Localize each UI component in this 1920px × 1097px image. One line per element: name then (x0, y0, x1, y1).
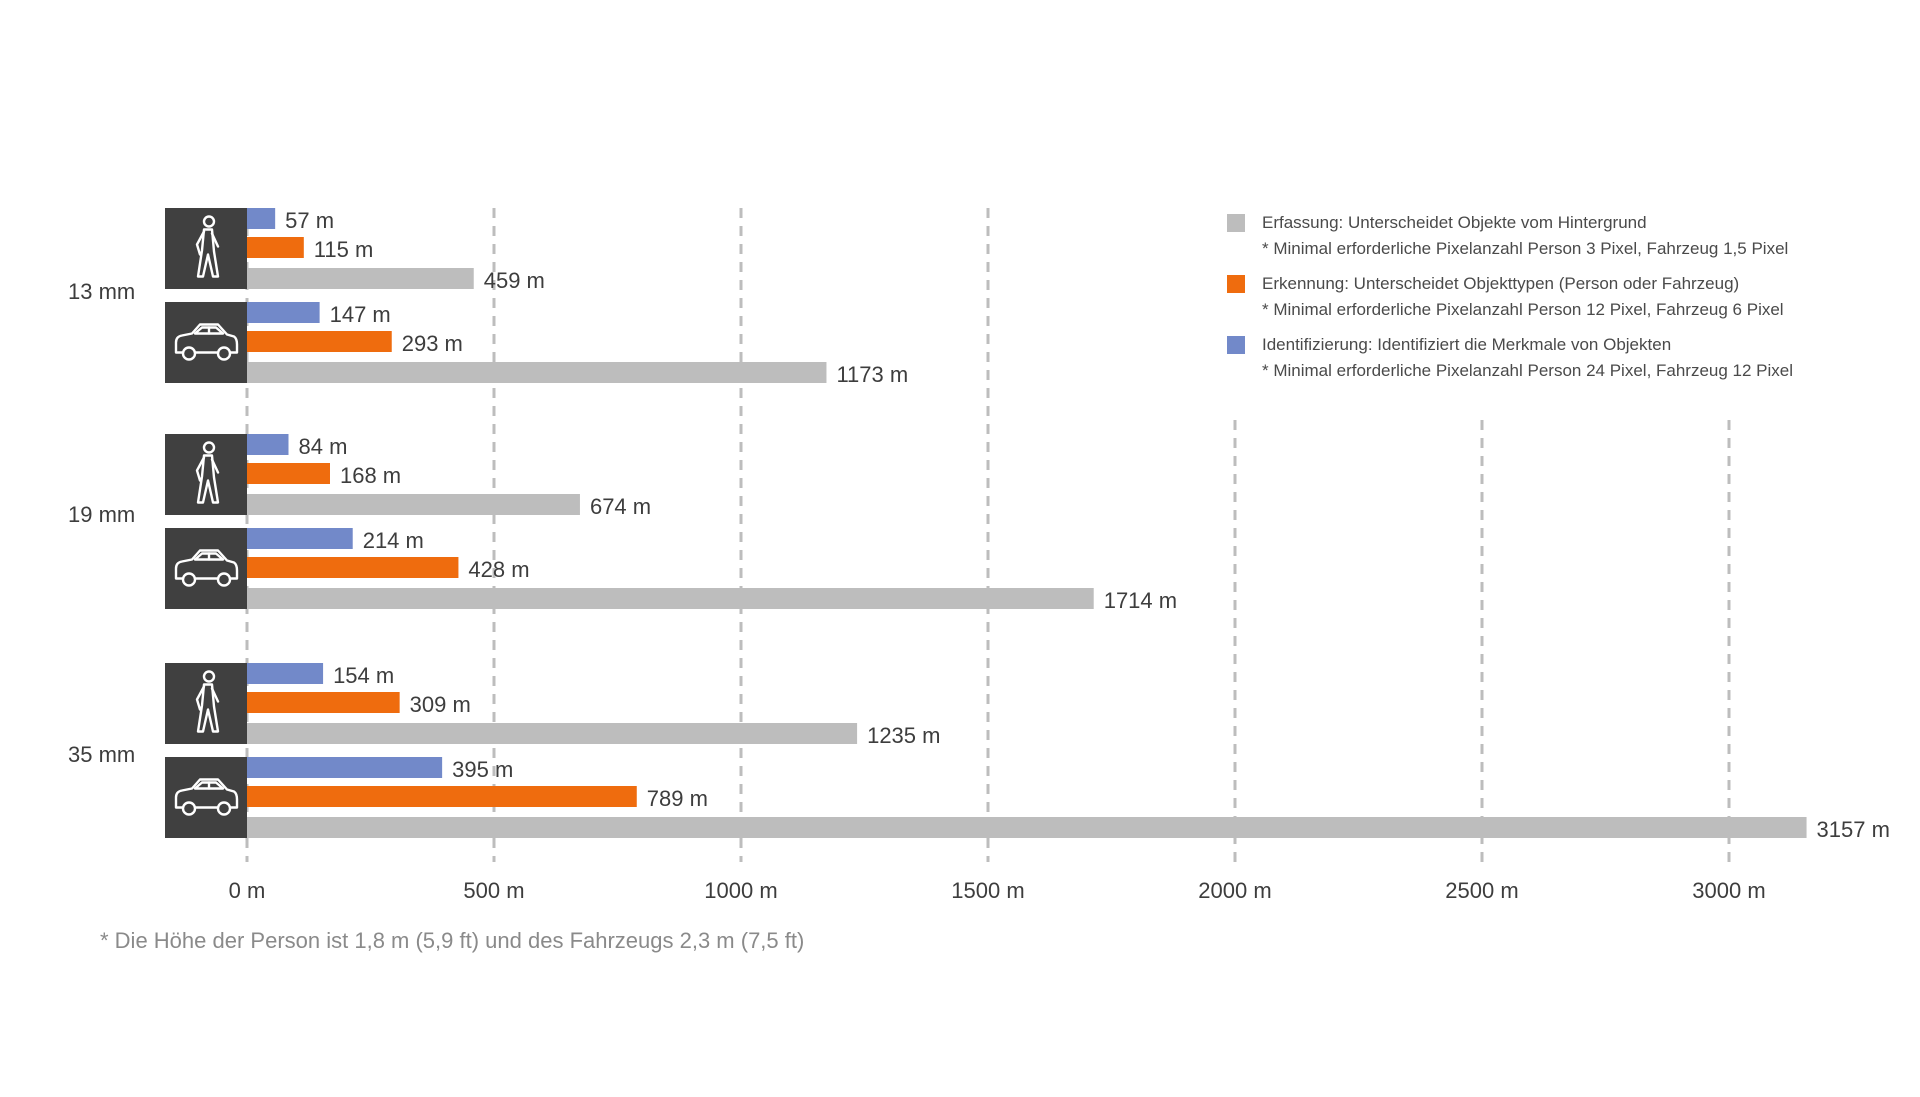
value-labels: 57 m 115 m 459 m 147 m 293 m 1173 m 84 m 168 m 6… (285, 208, 1890, 842)
footnote: * Die Höhe der Person ist 1,8 m (5,9 ft)… (100, 928, 804, 953)
bar-recognition (247, 331, 392, 352)
bar-identification (247, 434, 289, 455)
legend: Erfassung: Unterscheidet Objekte vom Hin… (1227, 213, 1793, 380)
x-tick-label: 2500 m (1445, 878, 1518, 903)
bar-identification (247, 208, 276, 229)
focal-length-label: 19 mm (68, 502, 135, 527)
bar-identification (247, 528, 353, 549)
legend-note: * Minimal erforderliche Pixelanzahl Pers… (1262, 239, 1788, 258)
value-label-recognition: 309 m (410, 692, 471, 717)
car-icon (165, 302, 247, 383)
bars (247, 208, 1807, 838)
bar-identification (247, 663, 324, 684)
gridlines (245, 208, 1731, 862)
pedestrian-icon (165, 663, 247, 744)
x-tick-label: 2000 m (1198, 878, 1271, 903)
value-label-detection: 1173 m (836, 362, 908, 387)
bar-recognition (247, 463, 330, 484)
legend-swatch-recognition (1227, 275, 1245, 293)
value-label-identification: 214 m (363, 528, 424, 553)
focal-length-labels: 13 mm 19 mm 35 mm (68, 279, 135, 767)
car-icon (165, 757, 247, 838)
focal-length-label: 13 mm (68, 279, 135, 304)
pedestrian-icon (165, 434, 247, 515)
bar-identification (247, 302, 320, 323)
value-label-identification: 395 m (452, 757, 513, 782)
value-label-detection: 674 m (590, 494, 651, 519)
value-label-recognition: 789 m (647, 786, 708, 811)
x-tick-label: 1000 m (704, 878, 777, 903)
legend-title: Identifizierung: Identifiziert die Merkm… (1262, 335, 1671, 354)
bar-recognition (247, 692, 400, 713)
bar-recognition (247, 557, 459, 578)
bar-detection (247, 723, 858, 744)
focal-length-label: 35 mm (68, 742, 135, 767)
bar-recognition (247, 237, 304, 258)
legend-note: * Minimal erforderliche Pixelanzahl Pers… (1262, 300, 1784, 319)
legend-note: * Minimal erforderliche Pixelanzahl Pers… (1262, 361, 1793, 380)
value-label-detection: 1235 m (867, 723, 940, 748)
x-tick-label: 500 m (463, 878, 524, 903)
legend-title: Erkennung: Unterscheidet Objekttypen (Pe… (1262, 274, 1739, 293)
value-label-identification: 84 m (298, 434, 347, 459)
legend-swatch-detection (1227, 214, 1245, 232)
x-tick-label: 0 m (229, 878, 266, 903)
bar-detection (247, 268, 474, 289)
car-icon (165, 528, 247, 609)
value-label-identification: 154 m (333, 663, 394, 688)
bar-detection (247, 362, 827, 383)
value-label-identification: 57 m (285, 208, 334, 233)
value-label-recognition: 428 m (468, 557, 529, 582)
pedestrian-icon (165, 208, 247, 289)
value-label-detection: 3157 m (1817, 817, 1890, 842)
target-icons (165, 208, 247, 838)
value-label-recognition: 115 m (314, 237, 374, 262)
bar-identification (247, 757, 443, 778)
bar-detection (247, 494, 580, 515)
value-label-recognition: 168 m (340, 463, 401, 488)
value-label-detection: 1714 m (1104, 588, 1177, 613)
value-label-detection: 459 m (484, 268, 545, 293)
x-tick-label: 3000 m (1692, 878, 1765, 903)
bar-detection (247, 817, 1807, 838)
legend-title: Erfassung: Unterscheidet Objekte vom Hin… (1262, 213, 1647, 232)
legend-swatch-identification (1227, 336, 1245, 354)
value-label-identification: 147 m (330, 302, 391, 327)
x-axis-ticks: 0 m 500 m 1000 m 1500 m 2000 m 2500 m 3000 m (229, 878, 1766, 903)
bar-recognition (247, 786, 637, 807)
bar-detection (247, 588, 1094, 609)
x-tick-label: 1500 m (951, 878, 1024, 903)
value-label-recognition: 293 m (402, 331, 463, 356)
